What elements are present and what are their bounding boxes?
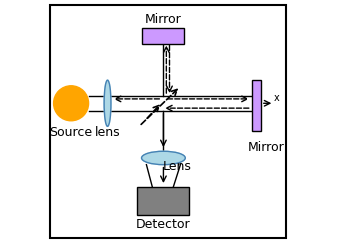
- Bar: [142, 28, 184, 44]
- Ellipse shape: [104, 80, 111, 126]
- Text: Mirror: Mirror: [144, 13, 181, 26]
- Circle shape: [54, 86, 88, 121]
- Ellipse shape: [142, 151, 185, 165]
- Text: Lens: Lens: [162, 160, 191, 173]
- Bar: [137, 187, 189, 215]
- Text: Mirror: Mirror: [247, 140, 284, 154]
- Text: x: x: [274, 93, 280, 103]
- Text: Detector: Detector: [136, 218, 190, 231]
- Text: Source: Source: [49, 126, 93, 139]
- Text: lens: lens: [95, 126, 120, 139]
- Bar: [252, 80, 261, 131]
